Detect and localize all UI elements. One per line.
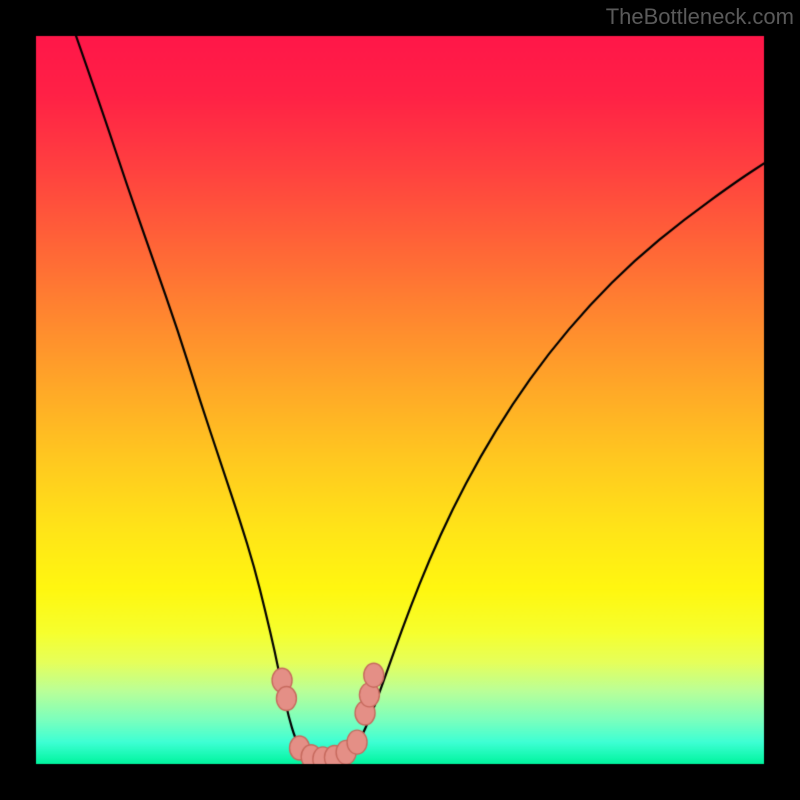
watermark-text: TheBottleneck.com xyxy=(606,4,794,30)
bottleneck-curve-chart xyxy=(0,0,800,800)
chart-stage: TheBottleneck.com xyxy=(0,0,800,800)
